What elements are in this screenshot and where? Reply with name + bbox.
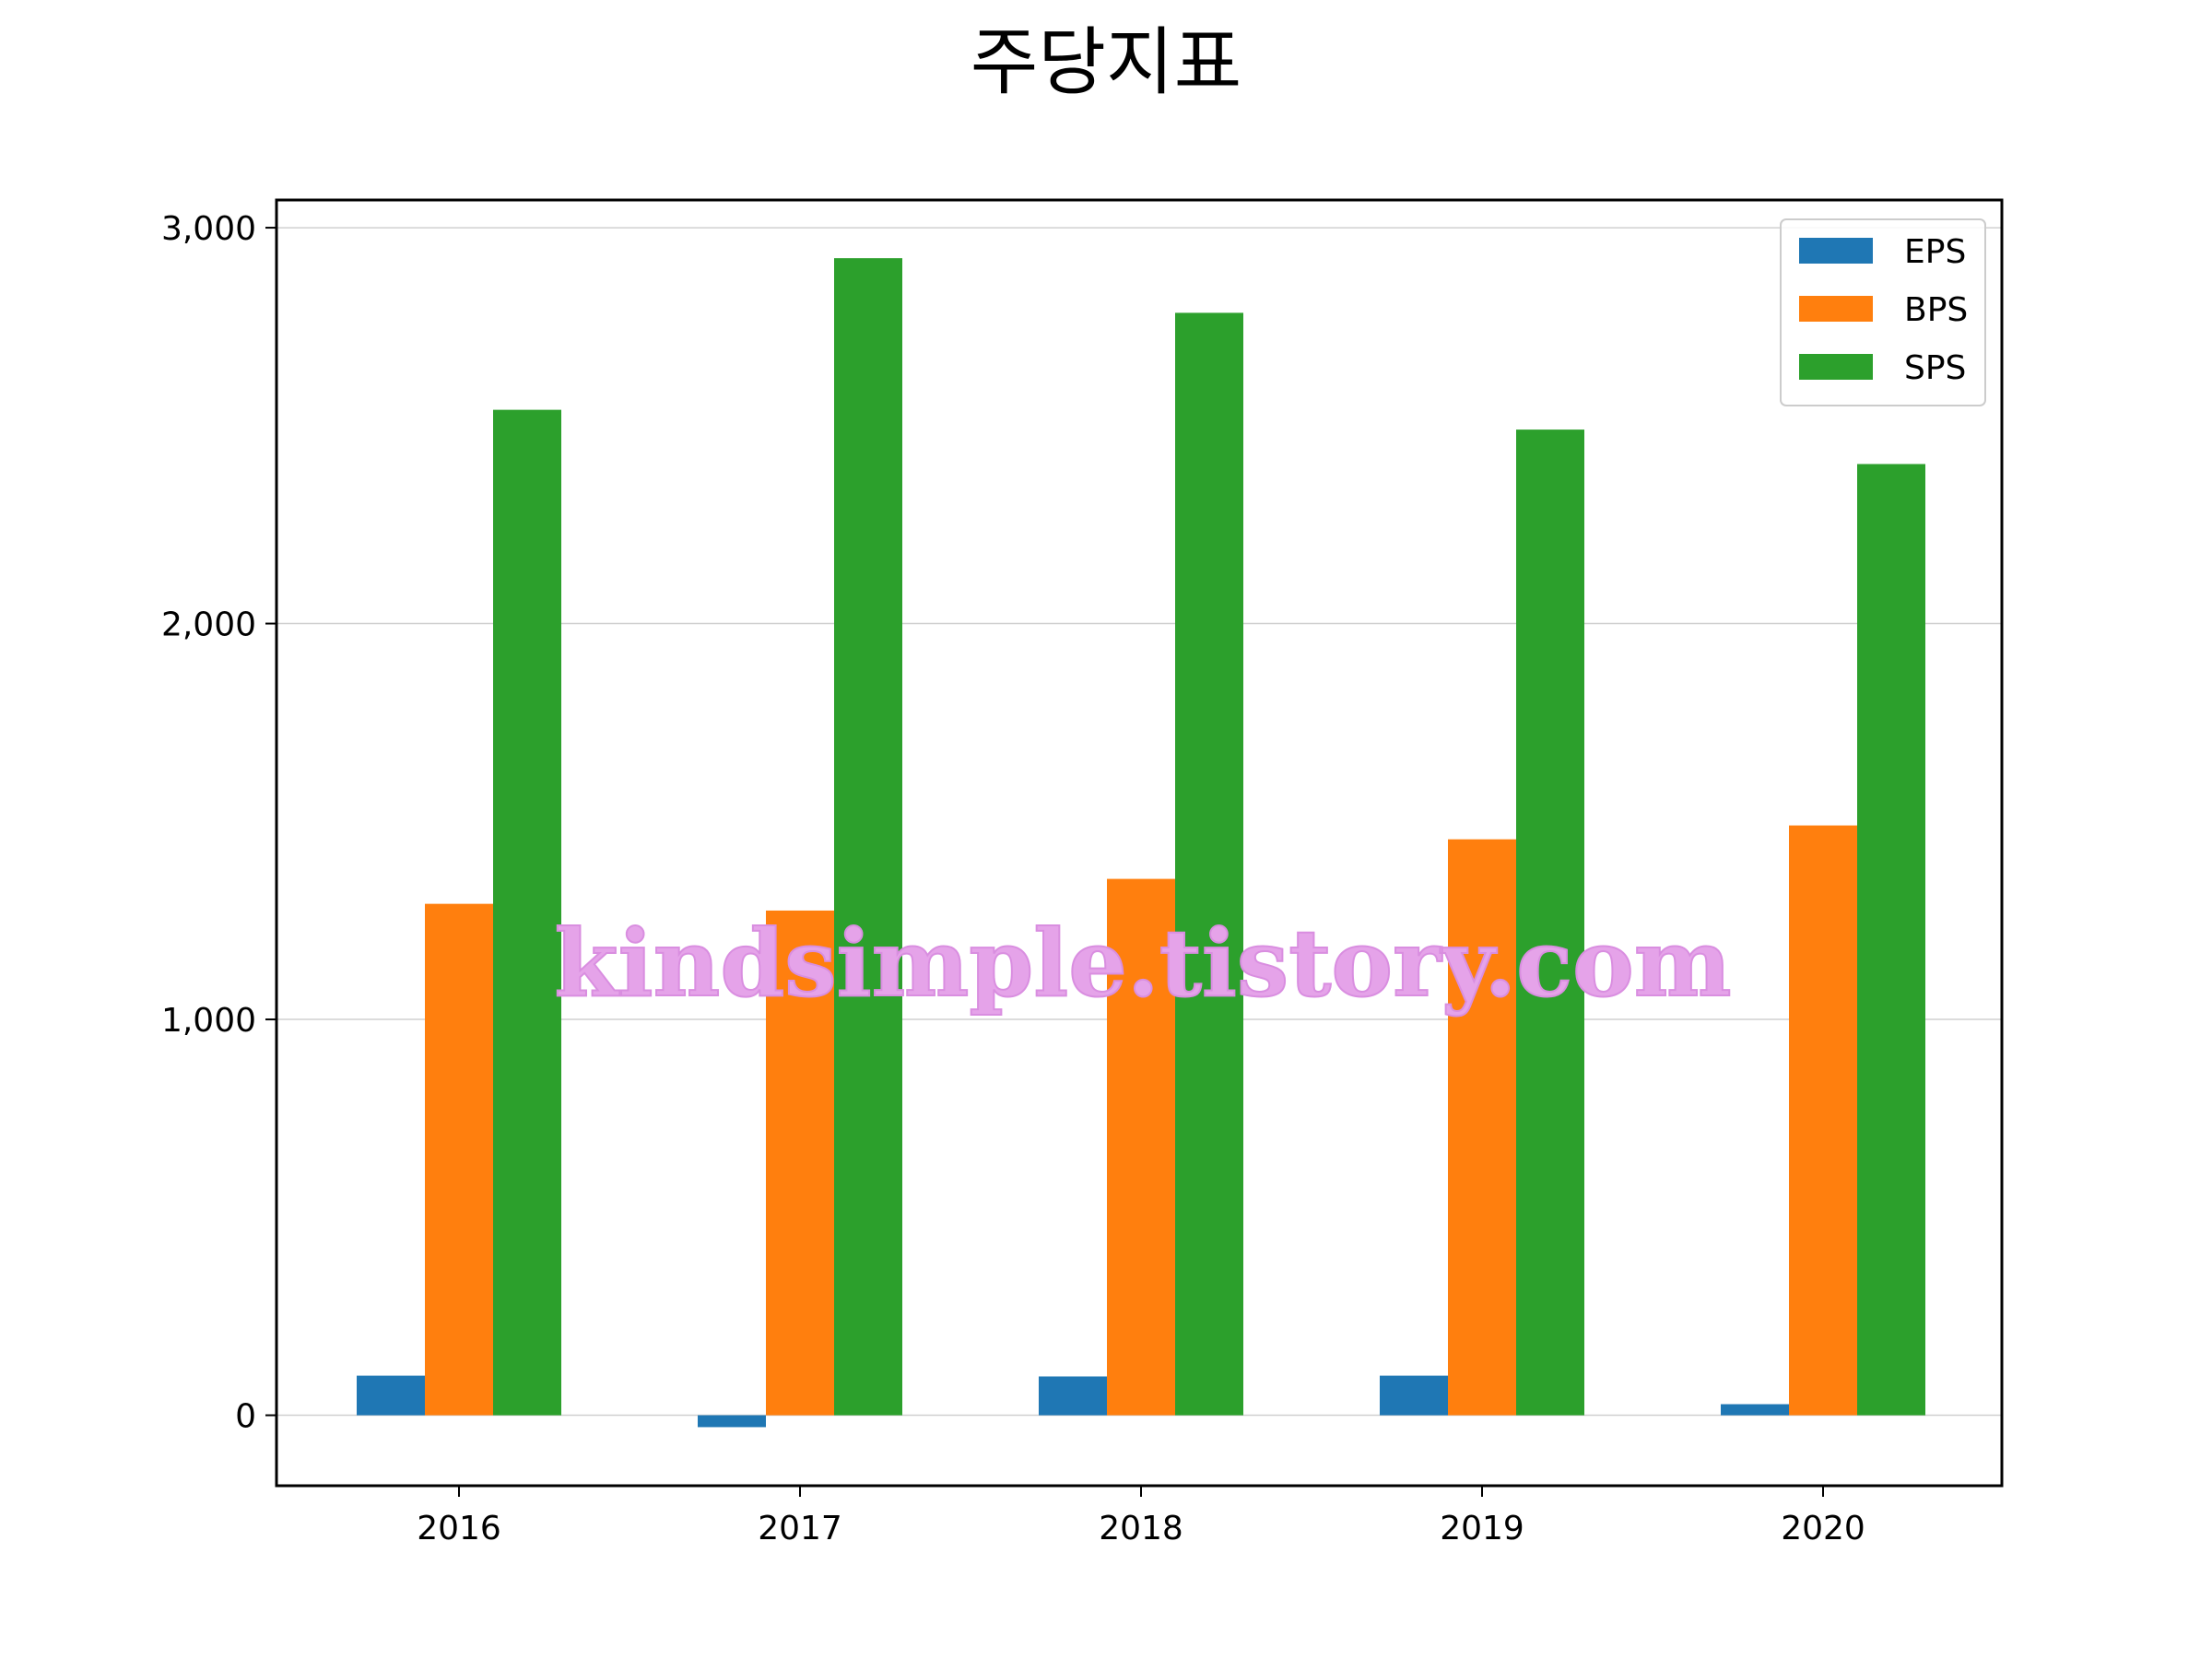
x-tick-label: 2017 [758,1510,842,1547]
plot-frame [275,198,2004,1488]
bar-sps-2017 [834,258,902,1416]
legend-swatch-bps [1799,296,1873,322]
legend-label-sps: SPS [1904,349,1966,387]
bar-sps-2019 [1516,429,1584,1416]
bar-eps-2016 [357,1375,425,1416]
y-tick-label: 1,000 [161,1002,256,1040]
y-tick-label: 3,000 [161,210,256,248]
y-tick-label: 0 [235,1398,256,1436]
bar-eps-2018 [1039,1376,1107,1416]
watermark: kindsimple.tistory.com [554,909,1731,1018]
x-axis: 2016 2017 2018 2019 2020 [417,1486,1865,1547]
x-tick-label: 2016 [417,1510,501,1547]
legend: EPS BPS SPS [1780,218,1986,406]
x-tick-label: 2020 [1781,1510,1865,1547]
bar-sps-2016 [493,409,561,1416]
bars [357,258,1925,1428]
bar-eps-2017 [698,1415,766,1428]
bar-bps-2019 [1448,839,1516,1416]
x-tick-label: 2018 [1099,1510,1183,1547]
legend-swatch-eps [1799,238,1873,264]
legend-swatch-sps [1799,354,1873,380]
bar-bps-2016 [425,903,493,1416]
bar-bps-2018 [1107,878,1175,1416]
bar-bps-2020 [1789,825,1857,1416]
legend-label-eps: EPS [1904,233,1966,271]
bar-bps-2017 [766,910,834,1416]
bar-eps-2019 [1380,1375,1448,1416]
x-tick-label: 2019 [1440,1510,1524,1547]
bar-eps-2020 [1721,1404,1789,1416]
y-axis: 0 1,000 2,000 3,000 [161,210,276,1436]
bar-sps-2020 [1857,464,1925,1416]
legend-label-bps: BPS [1904,291,1968,329]
chart-title: 주당지표 [971,19,1241,105]
y-tick-label: 2,000 [161,606,256,644]
bar-sps-2018 [1175,312,1243,1416]
